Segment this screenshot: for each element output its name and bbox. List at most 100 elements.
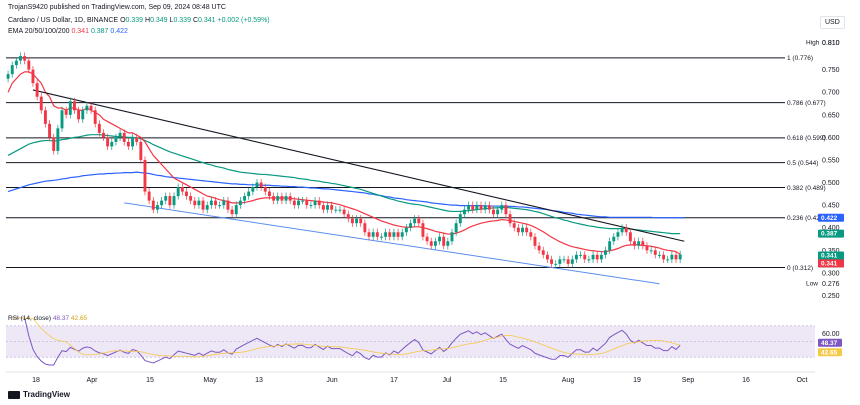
candle-body <box>359 218 363 224</box>
candle-body <box>657 254 661 256</box>
ema100-line <box>7 171 685 219</box>
candle-body <box>504 205 508 215</box>
ohlc-open: 0.339 <box>125 17 144 24</box>
candle-body <box>243 196 247 201</box>
candle-body <box>60 110 64 129</box>
ohlc-high: 0.349 <box>150 17 168 24</box>
candle-body <box>135 137 139 142</box>
candle-body <box>185 191 188 197</box>
candle-body <box>272 196 276 201</box>
candle-body <box>483 205 487 210</box>
candle-body <box>583 254 587 260</box>
fib-level-label: 0.382 (0.489) <box>787 185 826 192</box>
candle-body <box>500 205 504 210</box>
ohlc-close-label: C <box>192 17 198 24</box>
high-label: High <box>806 40 820 47</box>
candle-body <box>201 200 205 210</box>
candle-body <box>566 259 570 264</box>
candle-body <box>624 227 628 233</box>
candle-body <box>326 205 329 210</box>
price-tick-label: 0.250 <box>822 293 840 300</box>
x-tick-label: 13 <box>255 377 263 384</box>
price-tick-label: 0.550 <box>822 157 840 164</box>
x-tick-label: Aug <box>562 377 575 384</box>
price-tick-label: 0.750 <box>822 67 840 74</box>
candle-body <box>85 105 89 111</box>
candle-body <box>458 214 462 224</box>
candle-body <box>516 227 520 233</box>
ema-line: EMA 20/50/100/200 0.341 0.387 0.422 <box>8 28 128 35</box>
candle-body <box>533 236 537 246</box>
candle-body <box>653 250 657 255</box>
ohlc-change: +0.002 (+0.59%) <box>217 17 270 24</box>
candle-body <box>645 245 649 251</box>
candle-body <box>649 250 653 252</box>
candle-body <box>595 254 599 260</box>
candle-body <box>409 223 412 228</box>
candle-body <box>301 200 305 202</box>
x-tick-label: 17 <box>390 377 398 384</box>
ema-label: EMA 20/50/100/200 <box>8 28 70 35</box>
candle-body <box>425 236 429 242</box>
candle-body <box>77 110 81 120</box>
candle-body <box>670 254 674 260</box>
candle-body <box>417 218 421 224</box>
x-tick-label: 18 <box>32 377 40 384</box>
candle-body <box>628 232 632 242</box>
candle-body <box>433 241 437 246</box>
candle-body <box>467 205 471 210</box>
rsi-value-tag-text: 48.37 <box>821 340 838 347</box>
low-value: 0.276 <box>822 281 840 288</box>
candle-body <box>450 232 454 242</box>
candle-body <box>56 128 60 151</box>
ohlc-low: 0.339 <box>173 17 191 24</box>
candle-body <box>106 137 110 147</box>
candle-body <box>541 250 545 255</box>
rsi-ma-tag-text: 42.65 <box>821 349 838 356</box>
rsi-ma-tag <box>818 348 842 357</box>
candle-body <box>230 209 234 215</box>
candle-body <box>31 69 35 84</box>
price-tick-label: 0.450 <box>822 203 840 210</box>
candle-body <box>151 200 155 210</box>
brand-name: TradingView <box>23 390 70 399</box>
candle-body <box>537 245 541 251</box>
candle-body <box>118 132 122 138</box>
rsi-tick-label: 60.00 <box>822 331 840 338</box>
candle-body <box>496 209 500 215</box>
candle-body <box>214 200 217 206</box>
price-tag-value: 0.341 <box>821 253 838 260</box>
candle-body <box>620 227 624 233</box>
candle-body <box>234 205 238 215</box>
candle-body <box>342 209 346 215</box>
candle-body <box>367 232 371 237</box>
candle-body <box>446 241 450 246</box>
candle-body <box>479 205 483 210</box>
rsi-ma-value: 42.65 <box>70 315 88 322</box>
candle-body <box>139 141 143 160</box>
candle-body <box>674 254 678 260</box>
ohlc-low-label: L <box>169 17 174 24</box>
x-tick-label: 15 <box>499 377 507 384</box>
price-tag <box>818 229 844 238</box>
publisher-line: TrojanS9420 published on TradingView.com… <box>8 4 226 11</box>
candle-body <box>81 110 85 120</box>
high-value: 0.810 <box>822 40 840 47</box>
candle-body <box>52 137 56 151</box>
candle-body <box>131 137 134 147</box>
candle-body <box>400 232 404 237</box>
candle-body <box>193 200 197 206</box>
candle-body <box>554 263 558 265</box>
candle-body <box>317 200 321 206</box>
rsi-label: RSI (14, close) <box>8 315 51 322</box>
candle-body <box>19 56 22 61</box>
x-tick-label: 15 <box>146 377 154 384</box>
candle-body <box>355 218 359 224</box>
candle-body <box>334 209 338 211</box>
candle-body <box>259 182 263 188</box>
currency-button[interactable]: USD <box>820 16 845 29</box>
candle-body <box>375 232 379 237</box>
candle-body <box>180 187 184 192</box>
tradingview-footer[interactable]: TradingView <box>8 390 70 399</box>
